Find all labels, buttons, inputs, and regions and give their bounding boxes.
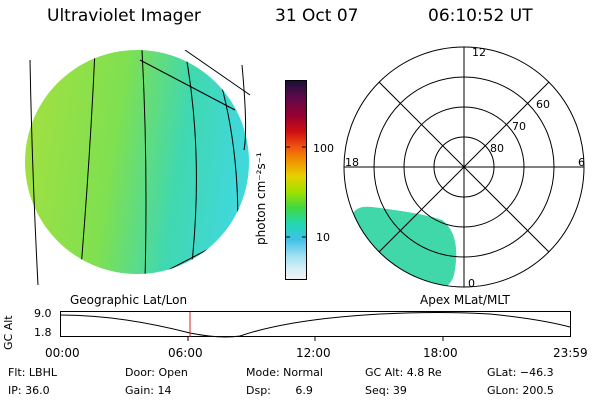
lat-label-70: 70 xyxy=(512,120,526,133)
time-tick-0600: 06:00 xyxy=(168,346,203,360)
ip-info: IP: 36.0 xyxy=(8,384,50,397)
door-info: Door: Open xyxy=(125,366,188,379)
geographic-label: Geographic Lat/Lon xyxy=(70,293,188,307)
altitude-ylabel: GC Alt xyxy=(2,315,15,350)
earth-disk xyxy=(25,50,249,274)
glat-info: GLat: −46.3 xyxy=(487,366,554,379)
instrument-title: Ultraviolet Imager xyxy=(47,6,201,26)
mlt-label-12: 12 xyxy=(472,46,486,59)
observation-date: 31 Oct 07 xyxy=(275,6,359,26)
lat-label-80: 80 xyxy=(490,142,504,155)
geographic-image-panel xyxy=(25,50,251,286)
apex-label: Apex MLat/MLT xyxy=(420,293,510,307)
polar-grid xyxy=(343,46,585,288)
altitude-ytick-1-8: 1.8 xyxy=(34,326,52,339)
altitude-curve xyxy=(60,312,571,338)
dsp-info: Dsp: 6.9 xyxy=(246,384,313,397)
time-tick-1200: 12:00 xyxy=(296,346,331,360)
polar-plot xyxy=(343,46,585,288)
altitude-ytick-9: 9.0 xyxy=(34,307,52,320)
gain-info: Gain: 14 xyxy=(125,384,172,397)
seq-info: Seq: 39 xyxy=(365,384,407,397)
mlt-label-6: 6 xyxy=(578,156,585,169)
mlt-label-0: 0 xyxy=(468,277,475,290)
gc-alt-info: GC Alt: 4.8 Re xyxy=(365,366,442,379)
colorbar-tick-10: 10 xyxy=(316,231,330,244)
time-tick-1800: 18:00 xyxy=(423,346,458,360)
altitude-plot xyxy=(60,311,571,341)
mode-info: Mode: Normal xyxy=(246,366,323,379)
time-tick-0000: 00:00 xyxy=(45,346,80,360)
color-bar xyxy=(285,80,307,280)
auroral-data-region xyxy=(351,206,457,287)
time-tick-2359: 23:59 xyxy=(553,346,588,360)
colorbar-unit-label: photon cm⁻²s⁻¹ xyxy=(254,152,268,245)
glon-info: GLon: 200.5 xyxy=(487,384,554,397)
lat-label-60: 60 xyxy=(536,98,550,111)
colorbar-tick-100: 100 xyxy=(313,142,334,155)
mlt-label-18: 18 xyxy=(345,156,359,169)
observation-time: 06:10:52 UT xyxy=(428,6,533,26)
filter-info: Flt: LBHL xyxy=(8,366,57,379)
